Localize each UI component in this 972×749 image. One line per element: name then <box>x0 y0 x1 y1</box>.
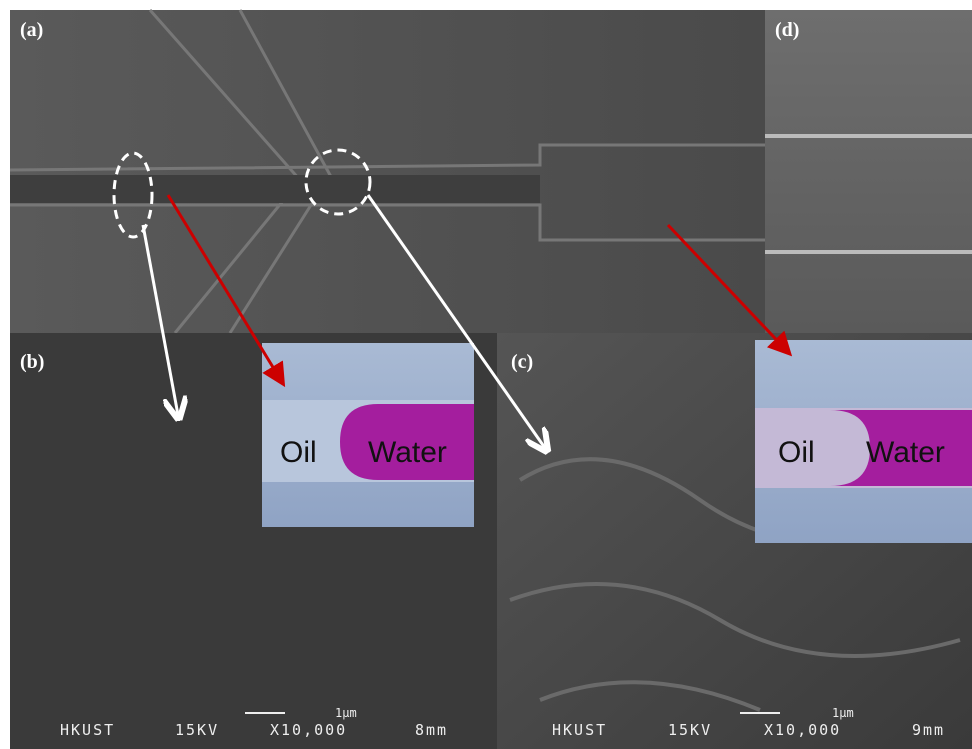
scale-label: 1μm <box>335 706 357 720</box>
sem-voltage: 15KV <box>175 721 219 739</box>
sem-site: HKUST <box>60 721 115 739</box>
oil-label: Oil <box>280 436 317 469</box>
figure: Oil Water Oil Water (a) (b) (c) (d) 1μm … <box>0 0 972 749</box>
sem-site: HKUST <box>552 721 607 739</box>
water-label: Water <box>368 436 447 469</box>
water-label: Water <box>866 436 945 469</box>
panel-label: (d) <box>775 19 799 41</box>
oil-label: Oil <box>778 436 815 469</box>
wall-line <box>765 250 972 254</box>
panel-a-image <box>10 10 765 333</box>
channel <box>10 175 540 203</box>
panel-label: (a) <box>20 19 43 41</box>
sem-distance: 9mm <box>912 721 945 739</box>
sem-magnification: X10,000 <box>270 721 347 739</box>
sem-distance: 8mm <box>415 721 448 739</box>
sem-voltage: 15KV <box>668 721 712 739</box>
scale-label: 1μm <box>832 706 854 720</box>
panel-d-image <box>765 10 972 333</box>
sem-magnification: X10,000 <box>764 721 841 739</box>
wall-line <box>765 134 972 138</box>
panel-label: (b) <box>20 351 44 373</box>
panel-label: (c) <box>511 351 533 373</box>
